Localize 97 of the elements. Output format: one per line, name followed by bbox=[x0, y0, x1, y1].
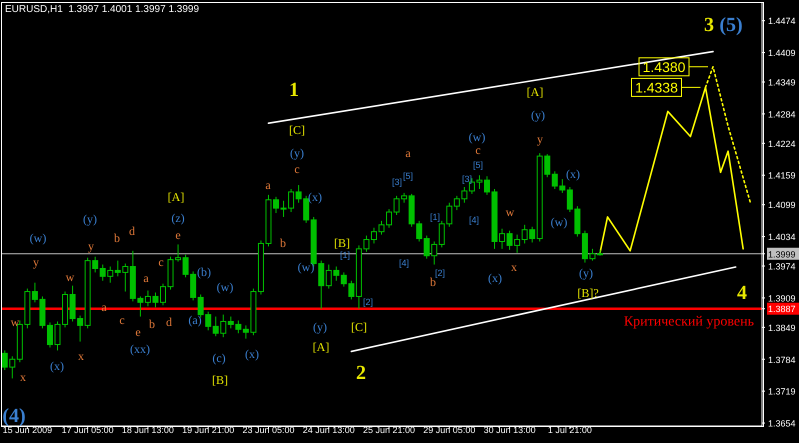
y-tick-label: 1.4159 bbox=[768, 170, 796, 181]
annotation: (x) bbox=[308, 190, 322, 204]
y-tick-label: 1.4474 bbox=[768, 16, 796, 26]
annotation: [3] bbox=[462, 174, 472, 184]
annotation: (4) bbox=[2, 405, 26, 427]
annotation: (y) bbox=[531, 108, 545, 122]
ref-line-label: Критический уровень bbox=[624, 314, 754, 330]
annotation: y bbox=[33, 255, 39, 269]
annotation: b bbox=[114, 231, 120, 245]
annotation: (a) bbox=[188, 313, 202, 327]
annotation: 3 bbox=[704, 14, 714, 36]
annotation: c bbox=[158, 255, 164, 269]
annotation: e bbox=[135, 325, 141, 339]
annotation: a bbox=[265, 178, 272, 192]
y-tick-label: 1.4099 bbox=[768, 200, 796, 210]
annotation: w bbox=[506, 205, 515, 219]
annotation: [A] bbox=[526, 85, 544, 99]
annotation: w bbox=[10, 315, 20, 329]
annotation: b bbox=[430, 275, 436, 289]
annotation: [5] bbox=[472, 160, 484, 170]
y-tick-label: 1.3849 bbox=[768, 322, 796, 333]
x-tick-label: 25 Jun 21:00 bbox=[363, 425, 416, 435]
annotation: (y) bbox=[313, 320, 327, 334]
y-tick-label: 1.3719 bbox=[768, 386, 796, 397]
annotation: c bbox=[475, 143, 481, 157]
data-label: 1.4338 bbox=[635, 79, 678, 96]
annotation: (5) bbox=[719, 14, 743, 36]
annotation: [C] bbox=[351, 320, 367, 334]
annotation: (z) bbox=[171, 211, 185, 225]
annotation: [B]? bbox=[577, 286, 599, 300]
x-tick-label: 29 Jun 05:00 bbox=[423, 425, 476, 435]
annotation: x bbox=[78, 349, 84, 363]
annotation: c bbox=[294, 162, 300, 176]
annotation: [B] bbox=[212, 373, 228, 387]
annotation: (b) bbox=[197, 265, 211, 279]
y-tick-label: 1.4349 bbox=[768, 78, 796, 88]
x-tick-label: 15 Jun 2009 bbox=[2, 425, 52, 435]
annotation: (w) bbox=[298, 260, 314, 274]
annotation: 1 bbox=[289, 79, 299, 101]
y-tick-label: 1.3887 bbox=[768, 304, 796, 314]
y-tick-label: 1.3974 bbox=[768, 262, 796, 272]
data-label: 1.4380 bbox=[642, 58, 686, 75]
y-tick-label: 1.3784 bbox=[768, 354, 796, 365]
annotation: (y) bbox=[290, 146, 304, 160]
annotation: (y) bbox=[83, 212, 97, 226]
annotation: 2 bbox=[356, 362, 366, 384]
annotation: a bbox=[405, 146, 412, 160]
x-tick-label: 24 Jun 13:00 bbox=[302, 425, 355, 435]
annotation: e bbox=[175, 228, 181, 242]
annotation: x bbox=[511, 260, 517, 274]
annotation: (x) bbox=[566, 167, 580, 181]
annotation: d bbox=[166, 315, 172, 329]
y-tick-label: 1.4224 bbox=[768, 138, 796, 149]
y-tick-label: 1.4409 bbox=[768, 48, 796, 58]
annotation: [2] bbox=[434, 268, 446, 278]
x-tick-label: 18 Jun 13:00 bbox=[122, 425, 174, 435]
annotation: (xx) bbox=[130, 342, 150, 356]
x-tick-label: 1 Jul 21:00 bbox=[548, 425, 592, 435]
annotation: [2] bbox=[362, 297, 374, 307]
y-tick-label: 1.4284 bbox=[768, 109, 796, 120]
annotation: y bbox=[88, 239, 94, 253]
annotation: d bbox=[129, 224, 135, 238]
annotation: c bbox=[119, 313, 125, 327]
annotation: (w) bbox=[30, 231, 46, 245]
x-tick-label: 19 Jun 21:00 bbox=[182, 425, 234, 435]
annotation: (y) bbox=[579, 266, 593, 280]
annotation: (x) bbox=[50, 359, 64, 373]
annotation: [A] bbox=[312, 340, 330, 354]
annotation: [1] bbox=[430, 212, 440, 222]
y-tick-label: 1.3654 bbox=[768, 418, 796, 429]
annotation: [C] bbox=[289, 123, 305, 137]
annotation: b bbox=[280, 236, 286, 250]
annotation: x bbox=[20, 370, 26, 384]
annotation: [4] bbox=[398, 258, 410, 268]
x-tick-label: 17 Jun 05:00 bbox=[62, 425, 114, 435]
annotation: (w) bbox=[216, 280, 234, 294]
annotation: a bbox=[143, 271, 150, 285]
annotation: [A] bbox=[168, 190, 184, 204]
x-tick-label: 23 Jun 05:00 bbox=[242, 425, 295, 435]
annotation: (x) bbox=[245, 347, 259, 361]
annotation: w bbox=[66, 270, 75, 284]
annotation: (x) bbox=[488, 271, 502, 285]
annotation: (c) bbox=[212, 351, 226, 365]
y-tick-label: 1.3999 bbox=[768, 249, 796, 260]
annotation: (w) bbox=[468, 130, 486, 144]
annotation: [4] bbox=[468, 215, 480, 225]
x-tick-label: 30 Jun 13:00 bbox=[484, 425, 536, 435]
y-tick-label: 1.4034 bbox=[768, 232, 796, 242]
annotation: 4 bbox=[737, 282, 747, 304]
annotation: y bbox=[537, 132, 543, 146]
annotation: [B] bbox=[334, 236, 350, 250]
annotation: (w) bbox=[550, 215, 568, 229]
y-tick-label: 1.3909 bbox=[768, 293, 796, 304]
annotation: [5] bbox=[402, 171, 414, 181]
annotation: b bbox=[149, 317, 155, 331]
chart-title: EURUSD,H1 1.3997 1.4001 1.3997 1.3999 bbox=[5, 4, 200, 15]
annotation: [3] bbox=[392, 177, 402, 187]
